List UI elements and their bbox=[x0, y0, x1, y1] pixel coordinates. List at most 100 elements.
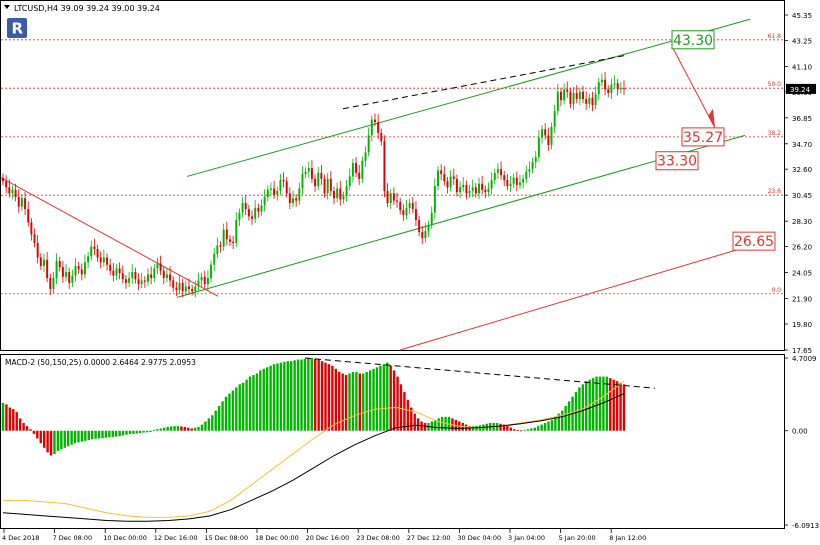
candle-body bbox=[273, 188, 276, 195]
macd-bar bbox=[63, 430, 66, 448]
price-tick-label: 34.70 bbox=[792, 141, 812, 149]
price-tick-label: 28.30 bbox=[792, 218, 812, 226]
macd-bar bbox=[423, 423, 427, 431]
candle bbox=[219, 241, 222, 253]
candle bbox=[118, 262, 121, 280]
candle-body bbox=[408, 203, 411, 208]
candle bbox=[329, 171, 332, 196]
candle bbox=[162, 266, 165, 285]
trend-lines bbox=[0, 18, 761, 351]
candle-body bbox=[178, 282, 181, 291]
candle bbox=[364, 146, 367, 167]
macd-bar bbox=[591, 378, 595, 431]
candle bbox=[121, 265, 124, 284]
candle-body bbox=[55, 261, 58, 279]
macd-bar bbox=[581, 384, 585, 431]
candle-body bbox=[616, 83, 619, 90]
macd-bar bbox=[84, 430, 87, 441]
candle bbox=[61, 261, 64, 283]
macd-tick-label: 0.00 bbox=[792, 428, 808, 436]
macd-bar bbox=[217, 405, 221, 431]
macd-bar bbox=[396, 376, 399, 431]
macd-bar bbox=[348, 373, 351, 431]
candle-body bbox=[244, 203, 247, 210]
macd-bar bbox=[18, 418, 22, 431]
macd-bar bbox=[262, 368, 265, 431]
macd-tick-label: -6.0913 bbox=[792, 522, 819, 530]
candle-body bbox=[465, 184, 468, 194]
candle-body bbox=[399, 201, 402, 211]
macd-bar bbox=[272, 364, 276, 431]
macd-bar bbox=[399, 384, 403, 431]
candle bbox=[575, 85, 578, 104]
macd-axis: 4.7009 0.00 -6.0913 bbox=[784, 355, 819, 530]
macd-bar bbox=[368, 370, 372, 431]
candle-body bbox=[515, 177, 518, 185]
candle bbox=[247, 204, 250, 221]
price-divergence-line bbox=[342, 55, 626, 110]
candle-body bbox=[588, 97, 591, 104]
candle bbox=[310, 160, 313, 184]
target-label: 33.30 bbox=[655, 151, 699, 171]
macd-bar bbox=[595, 376, 598, 431]
candle bbox=[418, 215, 421, 237]
candle-body bbox=[128, 278, 131, 283]
candle bbox=[509, 175, 512, 193]
symbol-menu-arrow[interactable] bbox=[4, 5, 10, 9]
macd-bar bbox=[444, 416, 447, 431]
macd-bar bbox=[416, 418, 420, 431]
candle-body bbox=[496, 169, 499, 173]
candle-body bbox=[106, 257, 109, 265]
macd-bar bbox=[94, 430, 97, 439]
candle bbox=[408, 198, 411, 214]
target-value: 33.30 bbox=[657, 154, 697, 170]
candle-body bbox=[2, 177, 4, 182]
price-tick-label: 32.60 bbox=[792, 166, 812, 174]
candle-body bbox=[449, 176, 452, 188]
candle-body bbox=[140, 280, 143, 285]
candle-body bbox=[585, 99, 588, 104]
macd-tick-label: 4.7009 bbox=[792, 355, 817, 363]
candle-body bbox=[443, 174, 446, 182]
target-box bbox=[732, 231, 776, 251]
target-labels: 43.30 35.27 33.30 26.65 bbox=[655, 30, 776, 251]
candle bbox=[137, 273, 140, 291]
candle bbox=[39, 253, 42, 271]
candle-body bbox=[172, 280, 175, 288]
candle bbox=[77, 261, 80, 274]
macd-bar bbox=[132, 430, 135, 434]
candle bbox=[96, 244, 99, 262]
macd-bar bbox=[108, 430, 111, 438]
macd-bar bbox=[622, 384, 626, 431]
candle-body bbox=[377, 122, 380, 133]
candle bbox=[537, 129, 540, 162]
macd-lines bbox=[2, 357, 656, 522]
candle-body bbox=[288, 193, 291, 204]
candle-body bbox=[610, 84, 613, 94]
macd-bar bbox=[533, 427, 536, 431]
candle-body bbox=[206, 278, 209, 285]
candle bbox=[80, 263, 83, 281]
candle bbox=[216, 237, 219, 259]
macd-bar bbox=[362, 373, 365, 431]
candle bbox=[323, 174, 326, 198]
macd-bar bbox=[523, 429, 526, 431]
candle-body bbox=[364, 152, 367, 161]
candle-body bbox=[153, 268, 156, 279]
candle bbox=[184, 280, 187, 296]
candle bbox=[563, 83, 566, 105]
candle bbox=[254, 200, 257, 224]
macd-bar bbox=[200, 424, 204, 431]
candle bbox=[392, 187, 395, 205]
candle-body bbox=[200, 276, 203, 281]
macd-bar bbox=[111, 430, 114, 437]
candle bbox=[616, 79, 619, 96]
macd-bar bbox=[554, 416, 557, 431]
candle-body bbox=[468, 190, 471, 194]
candle bbox=[175, 281, 178, 297]
candle bbox=[437, 166, 439, 191]
candle-body bbox=[471, 187, 474, 191]
macd-bar bbox=[537, 426, 540, 431]
candle-body bbox=[518, 182, 521, 185]
time-tick-label: 4 Dec 2018 bbox=[2, 534, 39, 542]
